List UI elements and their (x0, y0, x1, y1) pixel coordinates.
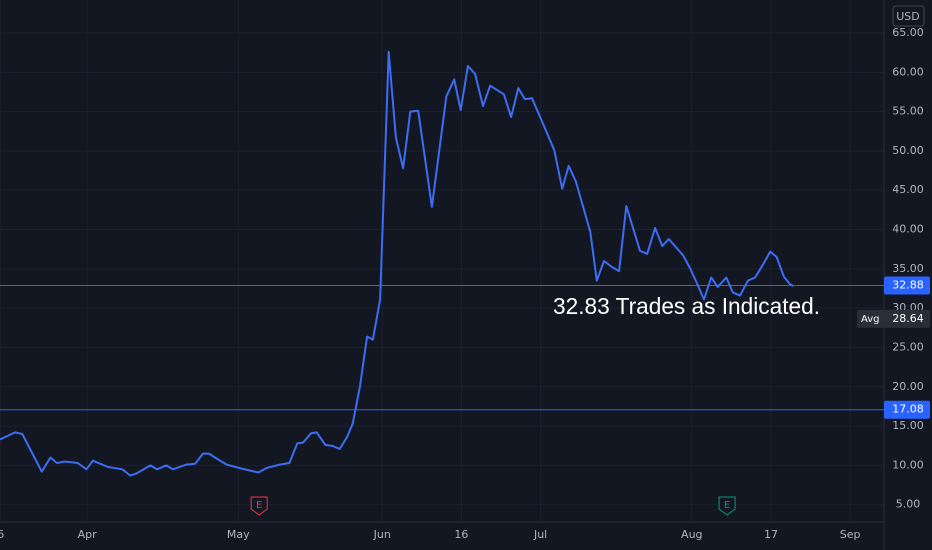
x-tick-label: Jul (533, 528, 547, 541)
y-tick-label: 60.00 (892, 65, 924, 78)
y-tick-label: 10.00 (892, 458, 924, 471)
y-tick-label: 50.00 (892, 144, 924, 157)
x-tick-label: May (227, 528, 250, 541)
x-tick-label: Sep (840, 528, 861, 541)
x-tick-label: 17 (764, 528, 778, 541)
y-tick-label: 55.00 (892, 105, 924, 118)
earnings-marker (250, 496, 268, 516)
currency-box (892, 5, 925, 27)
annotation: 32.83 Trades as Indicated. (553, 293, 820, 319)
price-tag-label: 32.88 (892, 279, 924, 292)
avg-value: 28.64 (892, 312, 924, 325)
earnings-label: E (256, 500, 262, 511)
x-tick-label: Aug (681, 528, 702, 541)
y-tick-label: 20.00 (892, 380, 924, 393)
avg-tag (857, 309, 930, 328)
price-line-series (0, 50, 794, 477)
price-tag-label: 17.08 (892, 403, 924, 416)
price-tag (884, 400, 930, 419)
y-tick-label: 45.00 (892, 183, 924, 196)
y-tick-label: 5.00 (896, 498, 921, 511)
earnings-marker (718, 496, 736, 516)
avg-label: Avg (861, 314, 880, 325)
y-tick-label: 25.00 (892, 340, 924, 353)
x-tick-label: Apr (78, 528, 98, 541)
y-tick-label: 40.00 (892, 223, 924, 236)
y-tick-label: 15.00 (892, 419, 924, 432)
earnings-label: E (724, 500, 730, 511)
x-tick-label: 6 (0, 528, 4, 541)
x-tick-label: 16 (454, 528, 468, 541)
y-tick-label: 65.00 (892, 26, 924, 39)
currency-label: USD (896, 10, 920, 23)
x-tick-label: Jun (373, 528, 391, 541)
y-tick-label: 35.00 (892, 262, 924, 275)
price-tag (884, 276, 930, 295)
